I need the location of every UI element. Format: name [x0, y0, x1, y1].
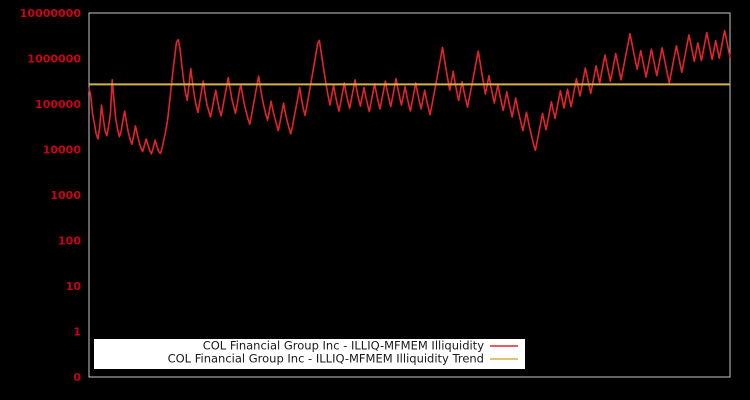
y-axis-tick-label: 10	[66, 280, 82, 293]
y-axis-tick-label: 0	[73, 371, 81, 384]
y-axis-tick-label: 10000000	[20, 7, 82, 20]
y-axis-tick-label: 1	[73, 326, 81, 339]
legend-item-label-illiquidity-trend: COL Financial Group Inc - ILLIQ-MFMEM Il…	[168, 352, 484, 366]
plot-frame	[88, 12, 731, 378]
chart-legend[interactable]: COL Financial Group Inc - ILLIQ-MFMEM Il…	[94, 339, 525, 370]
y-axis-tick-label: 10000	[43, 144, 82, 157]
y-axis-tick-label: 100	[58, 235, 81, 248]
y-axis-tick-label: 1000000	[27, 53, 81, 66]
y-axis-tick-label: 1000	[50, 189, 81, 202]
illiquidity-series-line	[88, 29, 731, 155]
y-axis-tick-label: 100000	[35, 98, 81, 111]
legend-item-label-illiquidity: COL Financial Group Inc - ILLIQ-MFMEM Il…	[203, 339, 484, 353]
legend-background	[94, 339, 525, 369]
